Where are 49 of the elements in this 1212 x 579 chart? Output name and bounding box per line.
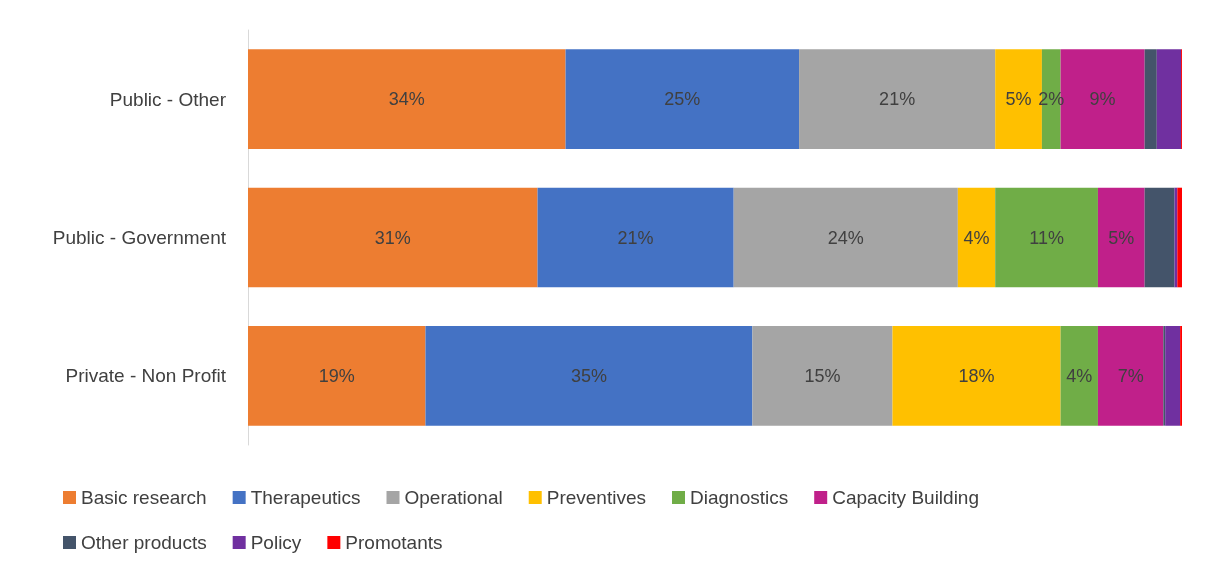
legend-label: Policy	[250, 532, 302, 553]
data-label: 4%	[963, 227, 990, 248]
y-tick-label: Private - Non Profit	[65, 365, 227, 387]
bar	[799, 49, 996, 149]
bar	[1097, 187, 1145, 288]
bar	[248, 49, 566, 149]
legend-label: Capacity Building	[832, 487, 980, 508]
data-label: 18%	[958, 365, 995, 386]
data-label: 5%	[1108, 227, 1135, 248]
data-label: 7%	[1117, 365, 1144, 386]
data-label: 11%	[1029, 227, 1064, 248]
data-label: 35%	[570, 365, 607, 386]
data-label: 19%	[318, 365, 355, 386]
legend-label: Promotants	[345, 532, 443, 553]
bar	[1144, 49, 1157, 149]
bar	[248, 326, 426, 426]
bar	[1144, 187, 1175, 288]
legend-label: Other products	[81, 532, 207, 553]
y-tick-label: Public - Other	[109, 88, 227, 110]
bar	[425, 326, 753, 426]
legend-label: Operational	[404, 487, 503, 508]
legend-label: Preventives	[546, 487, 647, 508]
bar	[1156, 49, 1182, 149]
bar	[565, 49, 800, 149]
bar	[1097, 326, 1164, 426]
data-label: 34%	[388, 89, 425, 110]
data-label: 5%	[1005, 89, 1032, 110]
bar	[892, 326, 1061, 426]
data-label: 31%	[374, 227, 411, 248]
data-label: 25%	[664, 89, 701, 110]
bar	[752, 326, 893, 426]
bar	[537, 187, 734, 288]
bar	[957, 187, 996, 288]
bar	[1165, 326, 1181, 426]
data-label: 24%	[827, 227, 864, 248]
legend-label: Diagnostics	[689, 487, 789, 508]
bar	[248, 187, 538, 288]
y-tick-label: Public - Government	[52, 227, 227, 248]
legend-label: Therapeutics	[250, 487, 361, 508]
bar	[733, 187, 958, 288]
data-label: 4%	[1066, 365, 1093, 386]
bar	[1060, 326, 1098, 426]
data-label: 21%	[617, 227, 654, 248]
data-label: 15%	[804, 365, 841, 386]
data-label: 9%	[1089, 89, 1116, 110]
bar	[995, 187, 1098, 288]
legend-label: Basic research	[81, 487, 207, 508]
data-label: 21%	[879, 89, 916, 110]
bar	[1177, 187, 1182, 288]
